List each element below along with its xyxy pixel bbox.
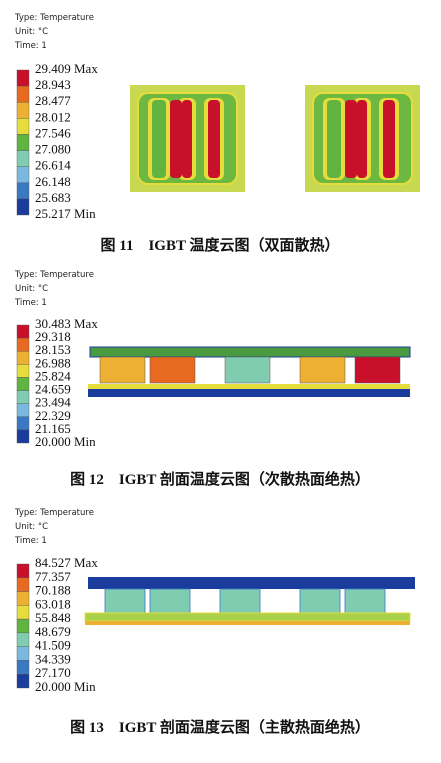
legend-swatch	[16, 150, 30, 167]
legend-label: 70.188	[35, 583, 71, 598]
legend-swatch	[16, 198, 30, 216]
legend-swatch	[16, 118, 30, 135]
legend-label: 25.683	[35, 190, 71, 205]
legend-label: 84.527 Max	[35, 555, 98, 570]
legend-label: 41.509	[35, 638, 71, 653]
legend-swatch	[16, 605, 30, 620]
hot-zone	[152, 100, 166, 178]
legend-swatch	[16, 166, 30, 183]
legend-swatch	[16, 337, 30, 352]
figure-caption: 图 11 IGBT 温度云图（双面散热）	[101, 236, 340, 254]
legend-label: 23.494	[35, 395, 71, 410]
legend-label: 28.477	[35, 93, 71, 108]
chip-column	[149, 356, 196, 384]
hot-zone	[170, 100, 182, 178]
hot-zone	[357, 100, 367, 178]
chip-column	[104, 588, 146, 614]
legend-label: 48.679	[35, 624, 71, 639]
hot-zone	[182, 100, 192, 178]
header-line: Time: 1	[14, 536, 47, 546]
header-line: Type: Temperature	[14, 13, 94, 23]
legend-label: 21.165	[35, 421, 71, 436]
legend-swatch	[16, 134, 30, 151]
chip-column	[299, 356, 346, 384]
legend-label: 25.824	[35, 368, 71, 383]
legend-label: 63.018	[35, 596, 71, 611]
legend-label: 27.170	[35, 665, 71, 680]
hot-zone	[383, 100, 395, 178]
legend-label: 34.339	[35, 651, 71, 666]
figure-caption: 图 13 IGBT 剖面温度云图（主散热面绝热）	[70, 718, 370, 736]
legend-label: 77.357	[35, 569, 71, 584]
chip-column	[99, 356, 146, 384]
legend-label: 28.153	[35, 342, 71, 357]
legend-label: 29.318	[35, 329, 71, 344]
legend-swatch	[16, 618, 30, 634]
legend-swatch	[16, 403, 30, 417]
legend-label: 26.614	[35, 158, 71, 173]
hot-zone	[327, 100, 341, 178]
legend-label: 28.943	[35, 77, 71, 92]
legend-label: 25.217 Min	[35, 206, 96, 221]
hot-zone	[208, 100, 220, 178]
chip-column	[299, 588, 341, 614]
hot-zone	[345, 100, 357, 178]
legend-swatch	[16, 591, 30, 606]
header-line: Unit: °C	[15, 27, 48, 37]
legend-label: 22.329	[35, 408, 71, 423]
legend-swatch	[16, 646, 30, 661]
header-line: Unit: °C	[15, 522, 48, 532]
figure-caption: 图 12 IGBT 剖面温度云图（次散热面绝热）	[70, 470, 370, 488]
legend-label: 30.483 Max	[35, 316, 98, 331]
legend-swatch	[16, 674, 30, 689]
legend-swatch	[16, 182, 30, 200]
header-line: Type: Temperature	[14, 270, 94, 280]
bottom-plate	[84, 612, 411, 622]
legend-swatch	[16, 563, 30, 578]
top-plate	[89, 346, 411, 358]
bottom-plate	[88, 384, 410, 389]
legend-label: 27.546	[35, 125, 71, 140]
header-line: Type: Temperature	[14, 508, 94, 518]
chip-column	[224, 356, 271, 384]
legend-swatch	[16, 416, 30, 431]
chip-column	[219, 588, 261, 614]
header-line: Time: 1	[14, 41, 47, 51]
base-plate	[88, 389, 410, 397]
header-line: Unit: °C	[15, 284, 48, 294]
legend-swatch	[16, 377, 30, 391]
legend-swatch	[16, 429, 30, 444]
legend-swatch	[16, 85, 30, 103]
legend-swatch	[16, 351, 30, 365]
legend-swatch	[16, 69, 30, 87]
legend-label: 27.080	[35, 142, 71, 157]
base-strip	[85, 621, 410, 625]
header-line: Time: 1	[14, 298, 47, 308]
legend-label: 24.659	[35, 382, 71, 397]
legend-label: 26.988	[35, 355, 71, 370]
top-plate	[88, 577, 415, 589]
legend-label: 26.148	[35, 174, 71, 189]
legend-swatch	[16, 577, 30, 592]
legend-label: 55.848	[35, 610, 71, 625]
legend-label: 20.000 Min	[35, 679, 96, 694]
chip-column	[354, 356, 401, 384]
legend-label: 28.012	[35, 109, 71, 124]
legend-label: 20.000 Min	[35, 434, 96, 449]
legend-swatch	[16, 102, 30, 119]
legend-swatch	[16, 324, 30, 339]
chip-column	[149, 588, 191, 614]
legend-swatch	[16, 364, 30, 378]
legend-label: 29.409 Max	[35, 61, 98, 76]
legend-swatch	[16, 660, 30, 675]
legend-swatch	[16, 390, 30, 404]
chip-column	[344, 588, 386, 614]
legend-swatch	[16, 632, 30, 647]
